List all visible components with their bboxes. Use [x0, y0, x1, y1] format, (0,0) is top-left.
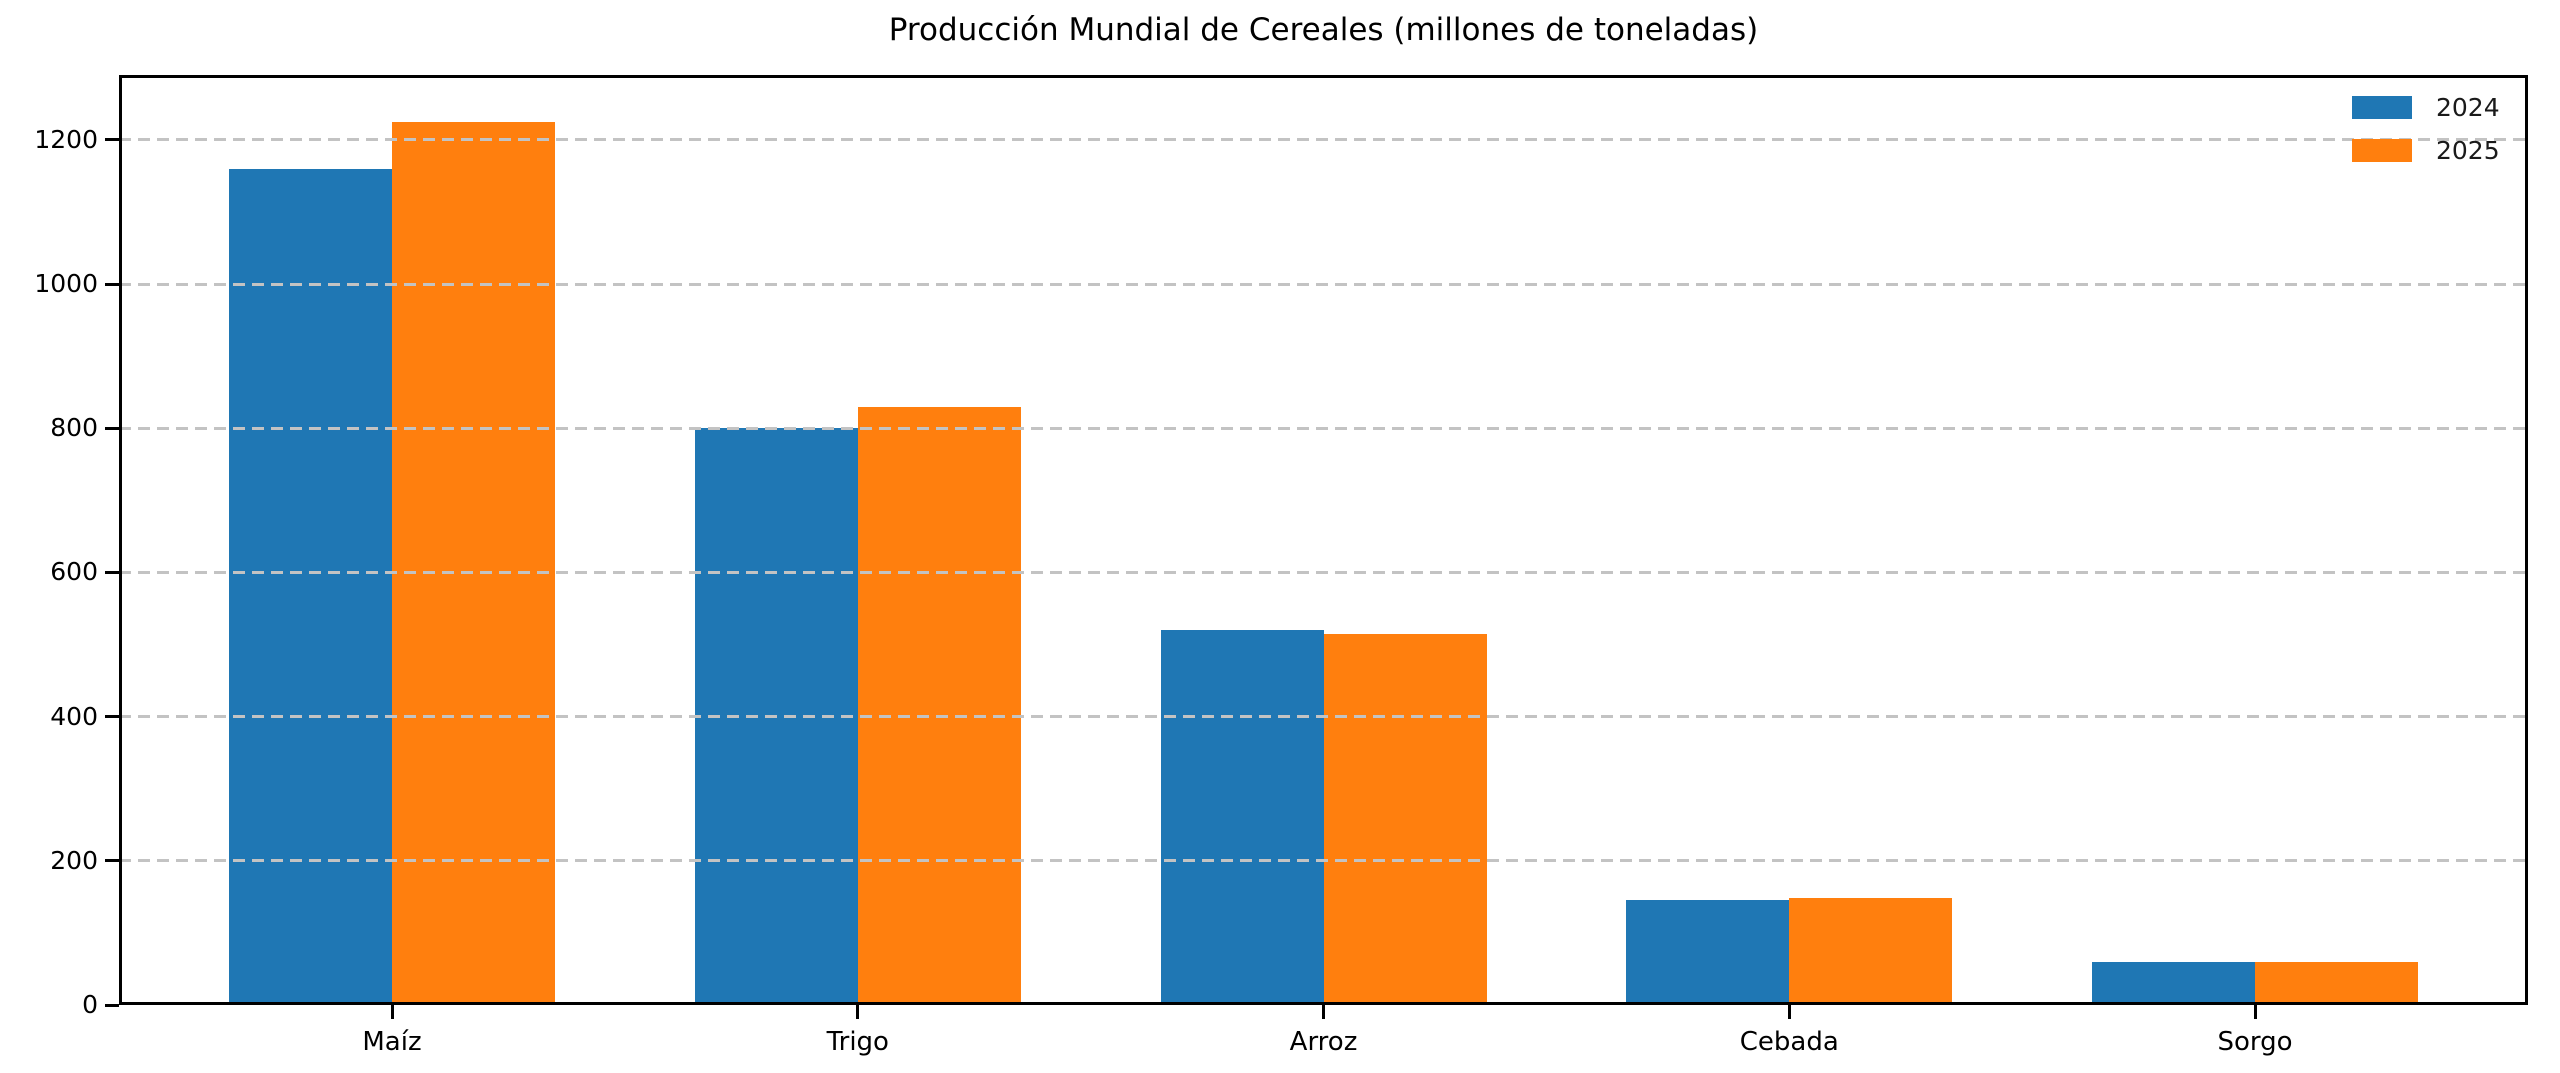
bar-2025-cebada: [1789, 898, 1953, 1005]
gridline-1000: [119, 282, 2528, 286]
legend-swatch-2024: [2352, 96, 2412, 119]
y-tick-label-600: 600: [50, 557, 98, 587]
bar-2024-maiz: [229, 168, 392, 1005]
legend-row-2024: 2024: [2352, 93, 2500, 122]
x-tick-label-maiz: Maíz: [362, 1027, 422, 1057]
gridline-200: [119, 859, 2528, 863]
x-tick-mark-sorgo: [2253, 1005, 2257, 1019]
y-tick-label-800: 800: [50, 413, 98, 443]
y-tick-label-400: 400: [50, 701, 98, 731]
x-tick-label-trigo: Trigo: [826, 1027, 889, 1057]
bar-2025-sorgo: [2255, 961, 2419, 1005]
x-tick-label-cebada: Cebada: [1739, 1027, 1839, 1057]
x-tick-mark-maiz: [390, 1005, 394, 1019]
gridline-1200: [119, 138, 2528, 142]
gridline-800: [119, 426, 2528, 430]
gridline-600: [119, 570, 2528, 574]
y-tick-mark-800: [105, 426, 119, 430]
y-tick-mark-1200: [105, 138, 119, 142]
x-tick-label-sorgo: Sorgo: [2217, 1027, 2293, 1057]
bar-2025-maiz: [392, 121, 555, 1005]
legend-label-2025: 2025: [2436, 136, 2500, 165]
x-tick-label-arroz: Arroz: [1289, 1027, 1358, 1057]
bar-2024-sorgo: [2092, 962, 2256, 1005]
legend-label-2024: 2024: [2436, 93, 2500, 122]
y-tick-label-1200: 1200: [34, 124, 98, 154]
y-tick-label-1000: 1000: [34, 269, 98, 299]
y-tick-label-200: 200: [50, 845, 98, 875]
y-tick-mark-0: [105, 1003, 119, 1007]
y-tick-mark-600: [105, 570, 119, 574]
x-tick-mark-cebada: [1787, 1005, 1791, 1019]
bar-2025-trigo: [857, 406, 1021, 1005]
chart-title: Producción Mundial de Cereales (millones…: [888, 12, 1759, 48]
gridline-400: [119, 715, 2528, 719]
y-tick-mark-200: [105, 859, 119, 863]
y-tick-mark-400: [105, 715, 119, 719]
bar-2024-cebada: [1626, 900, 1790, 1005]
y-tick-label-0: 0: [82, 990, 98, 1019]
bar-2024-arroz: [1160, 630, 1324, 1005]
x-tick-mark-arroz: [1322, 1005, 1326, 1019]
legend-row-2025: 2025: [2352, 136, 2500, 165]
legend: 2024 2025: [2352, 93, 2500, 165]
x-tick-mark-trigo: [856, 1005, 860, 1019]
bar-2025-arroz: [1323, 633, 1487, 1005]
y-tick-mark-1000: [105, 282, 119, 286]
legend-swatch-2025: [2352, 139, 2412, 162]
